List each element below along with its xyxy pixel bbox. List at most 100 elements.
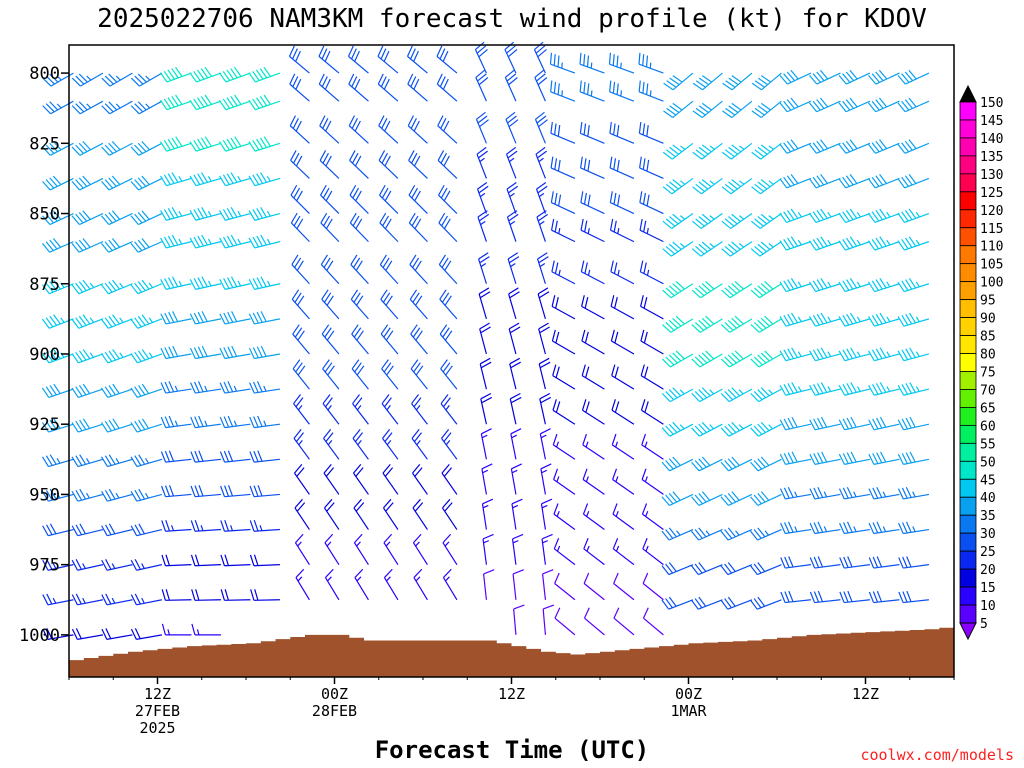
wind-barb (640, 329, 664, 355)
wind-barb (474, 41, 488, 74)
wind-barb (750, 281, 782, 299)
wind-barb (722, 100, 753, 119)
wind-barb (722, 72, 753, 91)
wind-barb (780, 521, 812, 535)
wind-barb (581, 364, 605, 390)
wind-barb (609, 156, 635, 179)
y-axis: 800 825 850 875 900 925 950 975 1000 (19, 64, 69, 646)
colorbar-cell (959, 155, 977, 175)
colorbar-cell (959, 281, 977, 301)
wind-barb (780, 556, 812, 569)
wind-barb (480, 392, 493, 425)
wind-barb (219, 276, 251, 290)
wind-barb (582, 503, 605, 531)
wind-barb (321, 289, 340, 320)
wind-barb (353, 533, 369, 565)
wind-barb (662, 177, 694, 195)
wind-barb (749, 562, 782, 576)
wind-barb (248, 66, 281, 83)
wind-barb (751, 100, 782, 119)
colorbar-label: 10 (980, 599, 996, 614)
wind-barb (609, 80, 635, 102)
wind-barb (868, 347, 900, 362)
wind-barb (412, 498, 428, 530)
wind-barb (323, 498, 340, 530)
wind-barb (691, 421, 723, 437)
colorbar-label: 100 (980, 276, 1003, 291)
wind-barb (661, 387, 694, 403)
wind-barb (383, 568, 399, 601)
colorbar-label: 75 (980, 365, 996, 380)
wind-barb (505, 111, 519, 144)
wind-barb (294, 498, 310, 530)
wind-barb (868, 521, 900, 535)
wind-barb (248, 345, 281, 360)
wind-barb (692, 100, 723, 119)
wind-barb (721, 142, 753, 160)
wind-barb (838, 173, 871, 189)
wind-barb (582, 433, 605, 460)
wind-barb (582, 468, 605, 495)
wind-barb (897, 97, 930, 113)
wind-barb (219, 381, 251, 394)
wind-barb (289, 73, 310, 102)
wind-barb (612, 468, 635, 495)
wind-barb (248, 207, 281, 221)
wind-barb (130, 210, 163, 226)
wind-barb (220, 554, 251, 567)
wind-barb (839, 521, 871, 535)
wind-barb (541, 569, 554, 600)
wind-barb (868, 382, 900, 396)
wind-barb (441, 463, 458, 495)
colorbar-cell (959, 478, 977, 498)
wind-barb (160, 345, 192, 360)
wind-barb (438, 254, 458, 285)
wind-barb (410, 324, 428, 355)
wind-barb (750, 456, 782, 472)
wind-barb (41, 418, 74, 433)
wind-barb (613, 572, 635, 601)
y-tick-label: 1000 (19, 626, 60, 646)
wind-barb (410, 359, 428, 390)
wind-barb (553, 468, 576, 495)
wind-barb (130, 349, 163, 364)
wind-barb (438, 212, 458, 243)
wind-barb (352, 429, 369, 460)
colorbar-cell (959, 263, 977, 283)
wind-barb (780, 590, 811, 604)
wind-barb (721, 213, 753, 229)
wind-barb (808, 173, 841, 189)
wind-barb (640, 399, 664, 425)
wind-barb (809, 416, 841, 431)
wind-barb (130, 279, 163, 295)
wind-barb (100, 349, 133, 364)
wind-barb (159, 136, 192, 152)
wind-barb (130, 140, 163, 156)
wind-barb (809, 451, 841, 465)
wind-barb (779, 486, 812, 500)
wind-barb (218, 94, 251, 111)
wind-barb (160, 311, 192, 325)
wind-barb (583, 538, 605, 566)
wind-barb (662, 241, 694, 257)
colorbar-label: 30 (980, 527, 996, 542)
wind-barb (189, 276, 222, 290)
wind-barb (291, 289, 310, 320)
wind-barb (161, 485, 192, 498)
wind-barb (839, 556, 871, 569)
wind-barb (534, 69, 548, 102)
wind-barb (320, 254, 340, 285)
wind-barb (779, 236, 812, 251)
wind-barb (161, 554, 192, 567)
wind-barb (407, 73, 428, 102)
wind-barb (248, 172, 281, 187)
wind-barb (289, 115, 310, 144)
wind-barb (411, 394, 428, 425)
wind-barb (509, 392, 522, 425)
wind-barb (549, 52, 576, 74)
wind-barb (161, 519, 192, 532)
wind-barb (779, 278, 812, 293)
wind-barb (248, 136, 281, 152)
colorbar-label: 20 (980, 563, 996, 578)
wind-barb (581, 329, 605, 355)
